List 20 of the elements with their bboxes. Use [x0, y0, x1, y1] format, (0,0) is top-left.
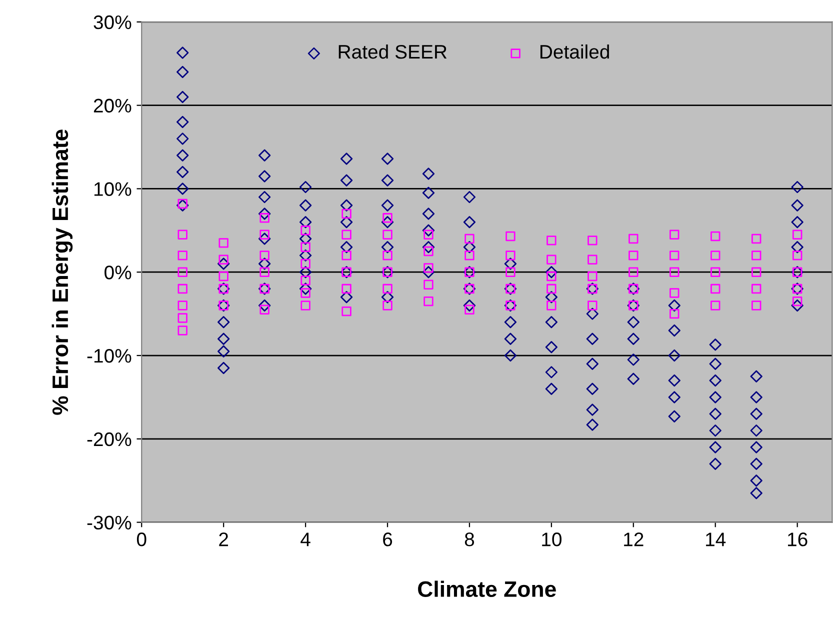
- x-tick-label: 2: [219, 532, 228, 546]
- y-tick-label: -10%: [87, 348, 132, 363]
- x-tick-label: 6: [383, 532, 392, 546]
- x-axis-title: Climate Zone: [418, 580, 556, 598]
- y-tick-label: 10%: [94, 182, 132, 196]
- x-tick-label: 4: [300, 532, 310, 546]
- legend-label: Rated SEER: [338, 44, 447, 59]
- x-tick-label: 14: [706, 532, 726, 546]
- legend-label: Detailed: [540, 44, 609, 59]
- y-tick-label: 20%: [94, 98, 132, 113]
- x-tick-label: 8: [464, 532, 474, 546]
- y-tick-label: -20%: [87, 432, 132, 446]
- x-tick-label: 10: [542, 532, 562, 546]
- y-axis-title: % Error in Energy Estimate: [52, 130, 73, 415]
- y-tick-label: 30%: [94, 15, 132, 30]
- x-tick-label: 16: [788, 532, 808, 546]
- x-tick-label: 0: [136, 532, 146, 546]
- x-tick-label: 12: [624, 532, 644, 546]
- y-tick-label: 0%: [104, 266, 132, 280]
- y-tick-label: -30%: [87, 516, 132, 530]
